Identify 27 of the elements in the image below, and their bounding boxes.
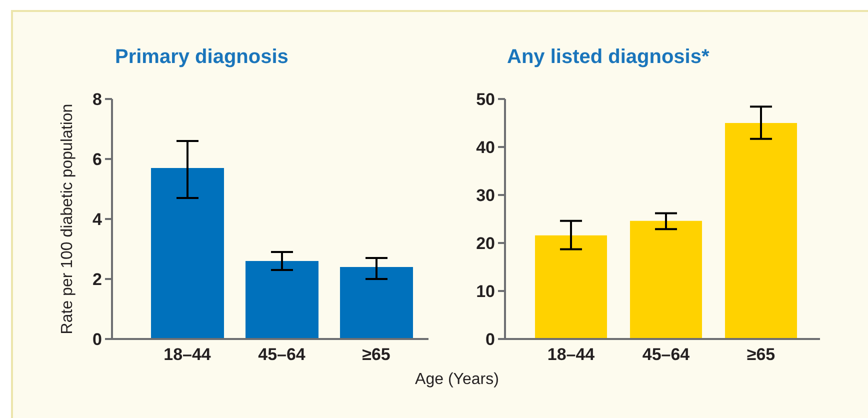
y-axis-title: Rate per 100 diabetic population (59, 104, 77, 334)
bar (151, 168, 224, 339)
x-tick-label: 45–64 (258, 345, 306, 364)
y-tick-label: 4 (92, 210, 103, 230)
bar (535, 235, 607, 339)
x-tick-label: ≥65 (362, 345, 390, 364)
x-tick-label: ≥65 (746, 345, 776, 364)
y-tick-label: 0 (92, 330, 102, 350)
chart-title: Any listed diagnosis* (507, 46, 710, 69)
bar (630, 220, 702, 339)
y-tick-label: 20 (476, 234, 495, 254)
bar (725, 123, 797, 339)
x-tick-label: 18–44 (547, 345, 596, 364)
y-tick-label: 0 (486, 330, 495, 350)
bar (340, 267, 413, 339)
x-tick-label: 45–64 (642, 345, 690, 364)
bar (246, 261, 318, 339)
y-tick-label: 6 (92, 150, 102, 170)
x-axis-title: Age (Years) (415, 371, 499, 389)
y-tick-label: 40 (476, 138, 495, 158)
x-tick-label: 18–44 (164, 345, 212, 364)
y-tick-label: 50 (476, 90, 495, 110)
chart-title: Primary diagnosis (115, 46, 288, 69)
y-tick-label: 30 (476, 186, 495, 206)
y-tick-label: 8 (92, 90, 102, 110)
y-tick-label: 10 (476, 282, 495, 302)
y-tick-label: 2 (92, 270, 102, 290)
